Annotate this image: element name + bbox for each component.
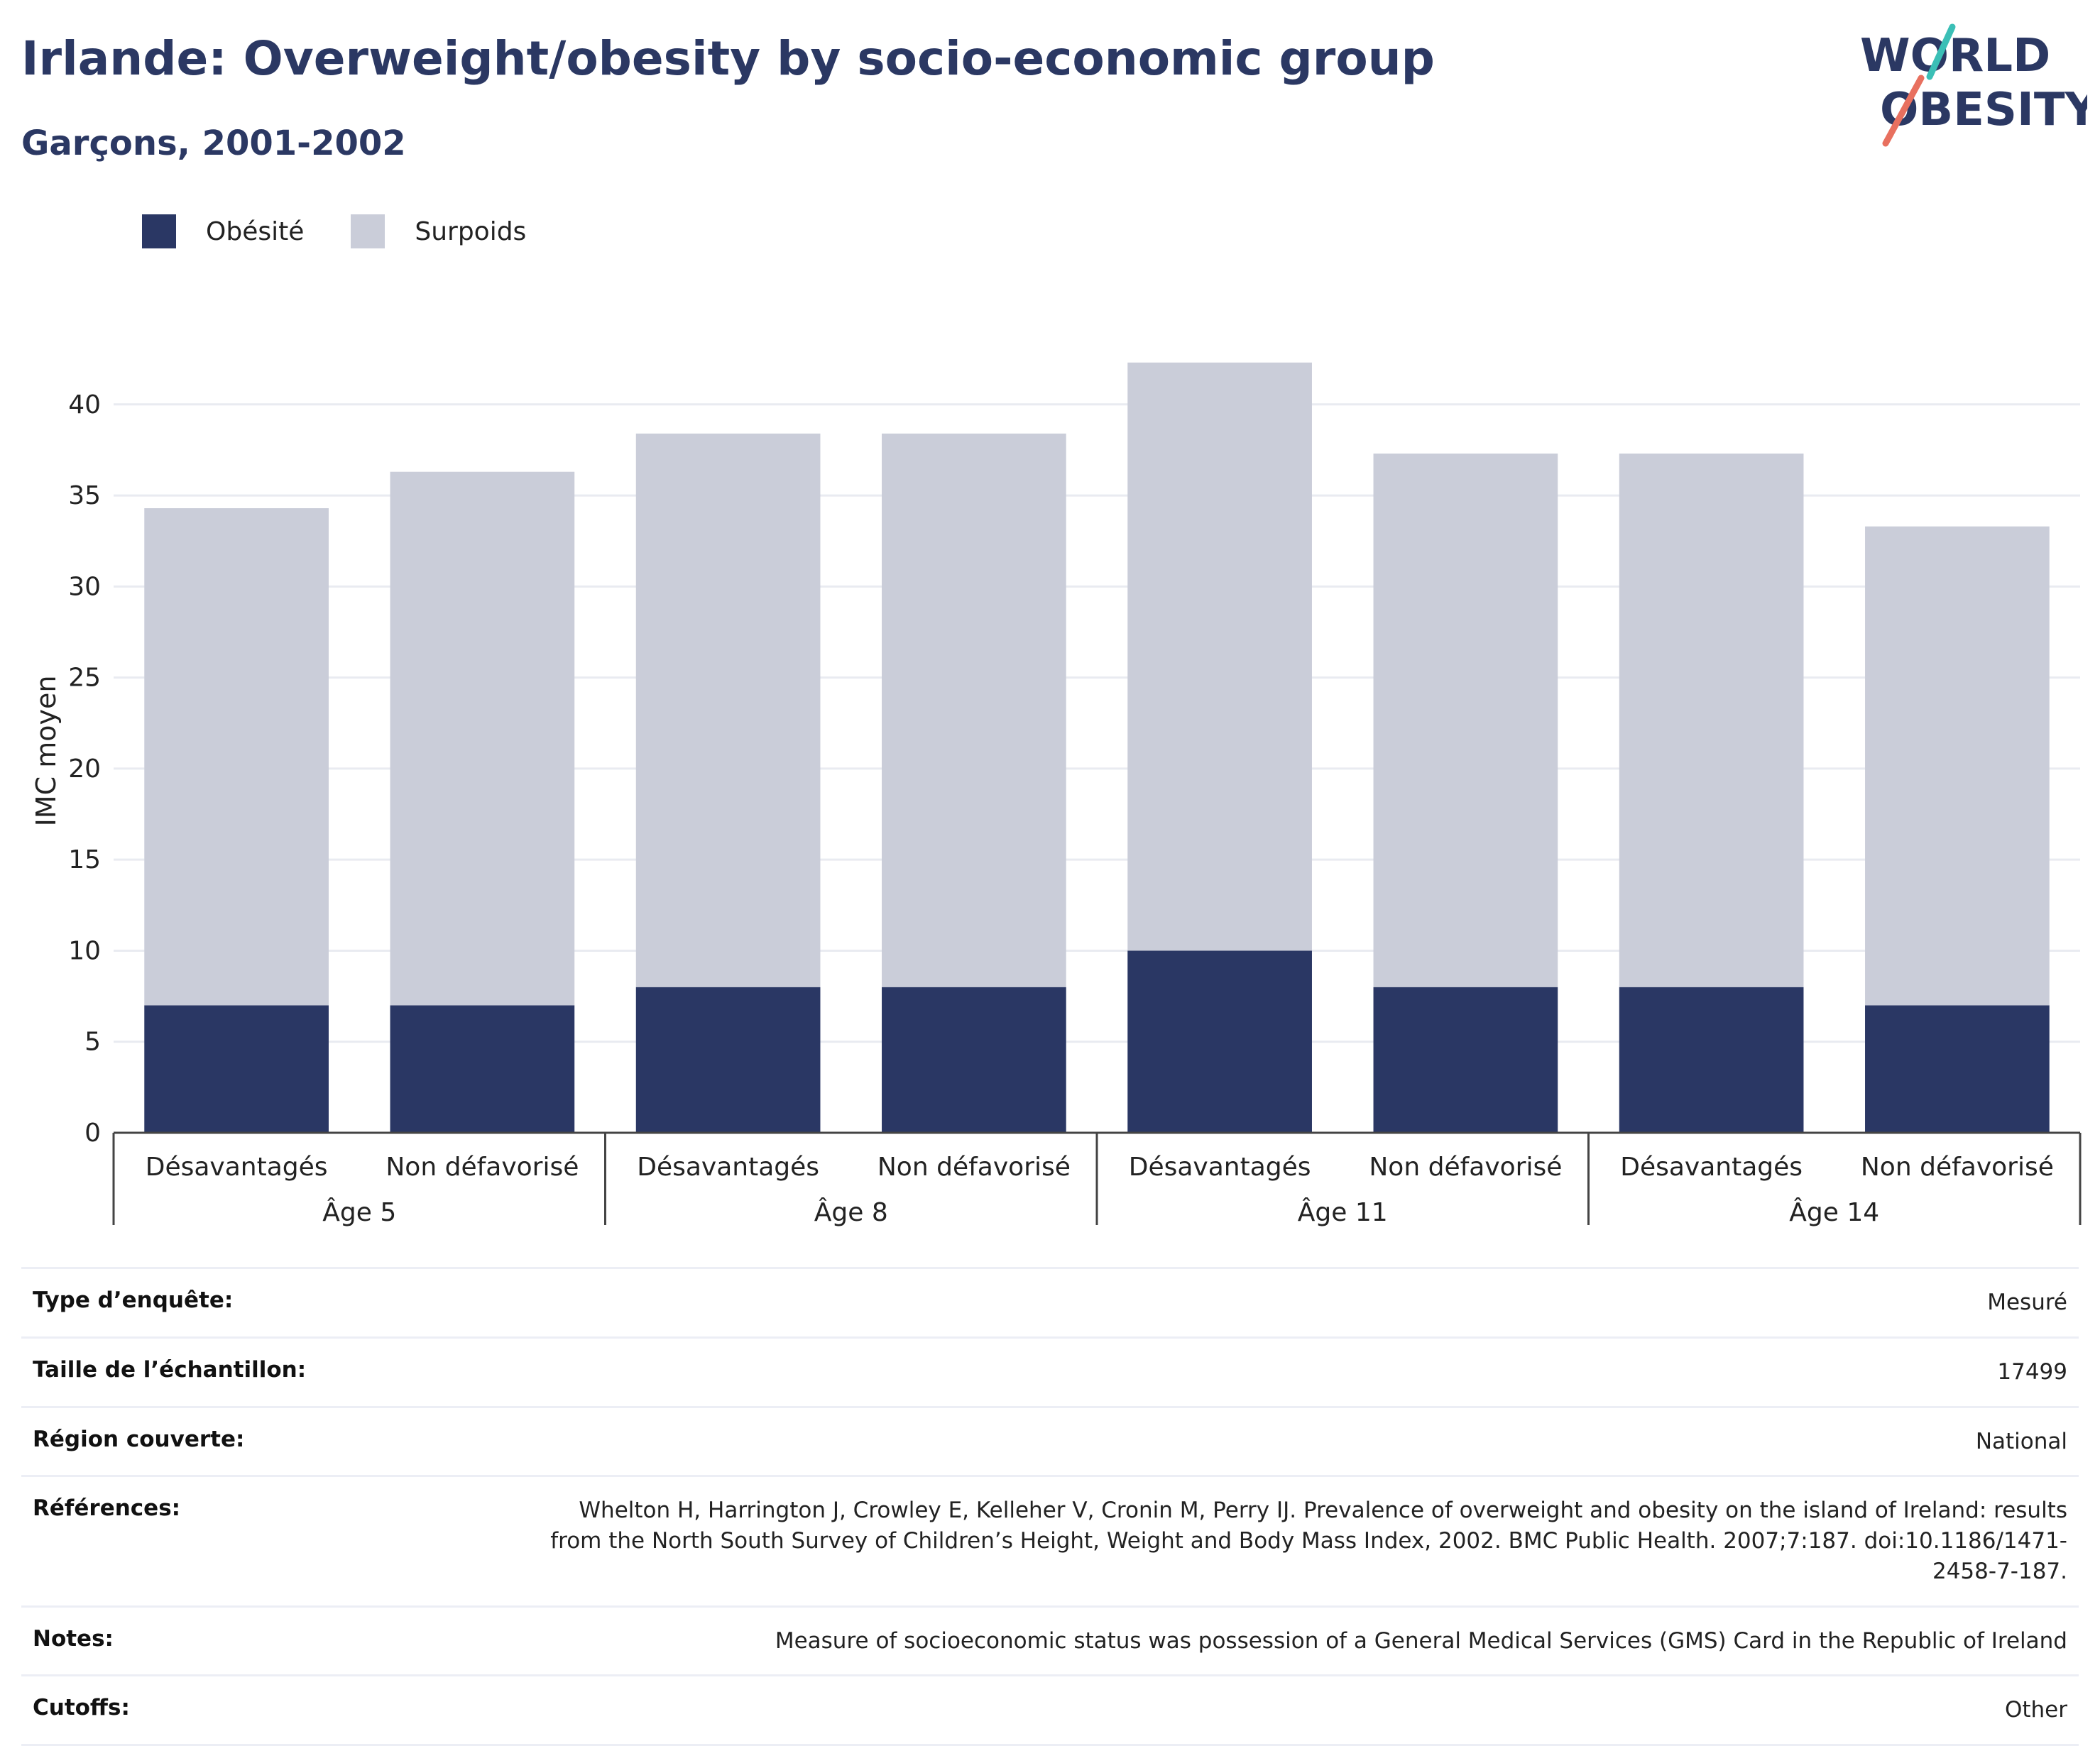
bar-surpoids bbox=[1373, 454, 1558, 987]
survey-info-table: Type d’enquête: Mesuré Taille de l’échan… bbox=[21, 1267, 2079, 1746]
info-value: 17499 bbox=[1997, 1358, 2067, 1385]
y-tick-label: 20 bbox=[68, 754, 101, 784]
x-tick-label: Non défavorisé bbox=[1861, 1153, 2054, 1182]
axes: 0 5 10 15 20 25 30 35 40 Désavantagés Non défavori… bbox=[68, 390, 2082, 1227]
y-axis-title: IMC moyen bbox=[31, 676, 62, 827]
info-row-references: Références: Whelton H, Harrington J, Cro… bbox=[21, 1475, 2079, 1605]
bar-surpoids bbox=[1127, 362, 1312, 951]
y-tick-label: 35 bbox=[68, 481, 101, 510]
x-group-label: Âge 8 bbox=[814, 1197, 888, 1227]
logo-slash-teal bbox=[1926, 23, 1956, 80]
chart-subtitle: Garçons, 2001-2002 bbox=[21, 123, 406, 163]
info-value: Mesuré bbox=[1987, 1290, 2067, 1315]
logo-slash-coral bbox=[1882, 75, 1925, 147]
x-group-label: Âge 11 bbox=[1298, 1197, 1388, 1227]
bars bbox=[144, 362, 2050, 1133]
world-obesity-logo: WORLD OBESITY bbox=[1860, 23, 2087, 147]
bar-obesite bbox=[390, 1005, 575, 1133]
legend-label-obesite: Obésité bbox=[206, 216, 305, 246]
bar-chart: 0 5 10 15 20 25 30 35 40 Désavantagés Non défavori… bbox=[31, 362, 2082, 1227]
y-tick-label: 5 bbox=[84, 1028, 101, 1057]
y-tick-label: 0 bbox=[84, 1119, 101, 1148]
x-tick-label: Désavantagés bbox=[637, 1153, 819, 1182]
bar-obesite bbox=[635, 987, 821, 1133]
x-group-label: Âge 14 bbox=[1789, 1197, 1879, 1227]
info-value: Other bbox=[2004, 1697, 2067, 1723]
bar-obesite bbox=[1127, 950, 1312, 1133]
info-row-notes: Notes: Measure of socioeconomic status w… bbox=[21, 1605, 2079, 1675]
info-label: Taille de l’échantillon: bbox=[33, 1356, 307, 1383]
x-tick-label: Désavantagés bbox=[1620, 1153, 1803, 1182]
info-row-region: Région couverte: National bbox=[21, 1405, 2079, 1476]
legend-swatch-obesite bbox=[142, 214, 176, 248]
info-label: Notes: bbox=[33, 1625, 114, 1652]
bar-surpoids bbox=[1865, 526, 2050, 1006]
chart-legend: Obésité Surpoids bbox=[142, 210, 573, 253]
y-tick-label: 25 bbox=[68, 664, 101, 693]
x-tick-label: Désavantagés bbox=[146, 1153, 328, 1182]
legend-swatch-surpoids bbox=[351, 214, 385, 248]
bar-surpoids bbox=[635, 433, 821, 987]
bar-surpoids bbox=[882, 433, 1066, 987]
info-label: Références: bbox=[33, 1495, 181, 1522]
bar-surpoids bbox=[1619, 454, 1804, 987]
x-tick-label: Non défavorisé bbox=[877, 1153, 1071, 1182]
bar-surpoids bbox=[144, 508, 329, 1006]
info-label: Région couverte: bbox=[33, 1426, 245, 1452]
info-label: Type d’enquête: bbox=[33, 1287, 234, 1313]
info-label: Cutoffs: bbox=[33, 1695, 130, 1721]
legend-label-surpoids: Surpoids bbox=[415, 216, 527, 246]
info-row-cutoffs: Cutoffs: Other bbox=[21, 1674, 2079, 1746]
bar-obesite bbox=[1373, 987, 1558, 1133]
legend-item-obesite[interactable]: Obésité bbox=[142, 214, 304, 248]
info-value: Whelton H, Harrington J, Crowley E, Kell… bbox=[550, 1498, 2067, 1584]
info-row-sample-size: Taille de l’échantillon: 17499 bbox=[21, 1336, 2079, 1406]
info-row-survey-type: Type d’enquête: Mesuré bbox=[21, 1267, 2079, 1336]
bar-obesite bbox=[1619, 987, 1804, 1133]
y-tick-label: 40 bbox=[68, 390, 101, 419]
bar-obesite bbox=[1865, 1005, 2050, 1133]
bar-obesite bbox=[144, 1005, 329, 1133]
y-tick-label: 30 bbox=[68, 572, 101, 601]
bar-surpoids bbox=[390, 471, 575, 1006]
x-tick-label: Non défavorisé bbox=[385, 1153, 579, 1182]
logo-text-world: WORLD bbox=[1860, 30, 2050, 82]
x-group-label: Âge 5 bbox=[322, 1197, 396, 1227]
bar-obesite bbox=[882, 987, 1066, 1133]
chart-title: Irlande: Overweight/obesity by socio-eco… bbox=[21, 31, 1435, 86]
x-tick-label: Désavantagés bbox=[1129, 1153, 1311, 1182]
info-value: National bbox=[1975, 1428, 2067, 1454]
x-tick-label: Non défavorisé bbox=[1369, 1153, 1562, 1182]
info-value: Measure of socioeconomic status was poss… bbox=[775, 1627, 2067, 1654]
y-tick-label: 15 bbox=[68, 845, 101, 874]
legend-item-surpoids[interactable]: Surpoids bbox=[351, 214, 526, 248]
y-tick-label: 10 bbox=[68, 936, 101, 965]
